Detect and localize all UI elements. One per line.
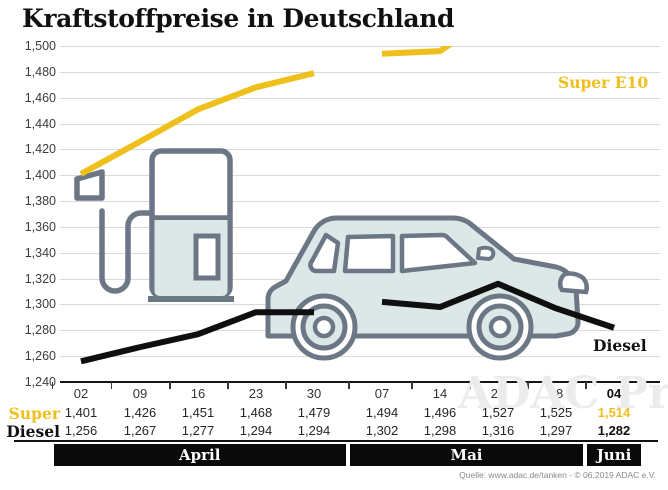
car-window-mid xyxy=(342,233,396,274)
y-axis-tick-label: 1,260 xyxy=(24,349,56,364)
x-axis: 02 09 16 23 30 07 14 21 28 04 xyxy=(51,382,660,404)
table-cell: 1,401 xyxy=(64,405,98,420)
fuel-pump-icon xyxy=(74,169,155,294)
car-window-front xyxy=(399,232,478,274)
x-axis-date-label: 02 xyxy=(73,386,89,401)
month-bar: April xyxy=(53,444,346,466)
table-cell: 1,426 xyxy=(123,405,157,420)
series-label-super: Super E10 xyxy=(558,73,649,92)
y-axis-tick-label: 1,360 xyxy=(24,219,56,234)
super-e10-line-segment-2 xyxy=(381,46,453,57)
x-axis-tick xyxy=(169,382,171,389)
gridline xyxy=(60,71,660,73)
x-axis-date-label: 23 xyxy=(248,386,264,401)
table-row-label-diesel: Diesel xyxy=(6,422,60,441)
car-mirror xyxy=(475,245,496,262)
y-axis-tick-label: 1,320 xyxy=(24,271,56,286)
month-label: April xyxy=(179,446,221,464)
table-cell: 1,468 xyxy=(239,405,273,420)
x-axis-tick xyxy=(527,382,529,389)
x-axis-date-label: 30 xyxy=(306,386,322,401)
page-title: Kraftstoffpreise in Deutschland xyxy=(22,4,455,33)
table-cell: 1,514 xyxy=(597,405,631,420)
table-cell: 1,316 xyxy=(481,423,515,438)
month-label: Juni xyxy=(596,446,632,464)
table-cell: 1,294 xyxy=(239,423,273,438)
table-cell: 1,525 xyxy=(539,405,573,420)
y-axis-tick-label: 1,460 xyxy=(24,90,56,105)
table-bottom-rule xyxy=(14,440,658,442)
diesel-line xyxy=(80,309,314,365)
table-row-label-super: Super xyxy=(8,404,60,423)
table-cell: 1,294 xyxy=(297,423,331,438)
table-cell: 1,297 xyxy=(539,423,573,438)
car-wheel-rear xyxy=(290,293,358,361)
y-axis-tick-label: 1,420 xyxy=(24,142,56,157)
plot-area: ADAC Presse 1,240 1,260 1,280 1,300 1,320 1,3… xyxy=(25,39,668,419)
gridline xyxy=(60,46,660,47)
x-axis-tick xyxy=(110,382,112,389)
month-bar: Mai xyxy=(350,444,583,466)
gridline xyxy=(60,201,660,203)
pump-display xyxy=(193,233,221,281)
month-label: Mai xyxy=(450,446,483,464)
x-axis-date-label: 04 xyxy=(606,386,622,401)
x-axis-date-label: 21 xyxy=(490,386,506,401)
table-cell: 1,267 xyxy=(123,423,157,438)
y-axis-tick-label: 1,400 xyxy=(24,168,56,183)
axis-baseline xyxy=(60,381,660,383)
data-table: Super Diesel 1,401 1,426 1,451 1,468 1,479 1,… xyxy=(0,404,668,442)
table-cell: 1,494 xyxy=(365,405,399,420)
y-axis-tick-label: 1,480 xyxy=(24,64,56,79)
y-axis-tick-label: 1,240 xyxy=(24,375,56,389)
gridline xyxy=(60,175,660,177)
y-axis-tick-label: 1,380 xyxy=(24,194,56,209)
x-axis-date-label: 28 xyxy=(548,386,564,401)
table-cell: 1,479 xyxy=(297,405,331,420)
gridline xyxy=(60,356,660,358)
table-cell: 1,451 xyxy=(181,405,215,420)
table-cell: 1,527 xyxy=(481,405,515,420)
pump-base xyxy=(148,296,234,302)
car-icon xyxy=(265,215,589,361)
table-cell: 1,298 xyxy=(423,423,457,438)
x-axis-tick xyxy=(285,382,287,389)
gridline xyxy=(60,123,660,125)
series-label-diesel: Diesel xyxy=(593,336,647,355)
x-axis-date-label: 16 xyxy=(190,386,206,401)
illustration-layer xyxy=(74,148,589,361)
x-axis-tick xyxy=(469,382,471,389)
x-axis-tick xyxy=(411,382,413,389)
x-axis-tick xyxy=(227,382,229,389)
gridline xyxy=(60,97,660,99)
y-axis-tick-label: 1,440 xyxy=(24,116,56,131)
car-headlight xyxy=(557,271,589,295)
car-window-rear xyxy=(308,232,341,274)
x-axis-date-label: 14 xyxy=(432,386,448,401)
table-cell: 1,282 xyxy=(597,423,631,438)
series-lines xyxy=(79,46,615,365)
source-note: Quelle: www.adac.de/tanken - © 06.2019 A… xyxy=(459,470,656,480)
table-cell: 1,496 xyxy=(423,405,457,420)
y-axis-tick-label: 1,280 xyxy=(24,323,56,338)
car-wheel-front xyxy=(466,293,534,361)
y-axis-tick-label: 1,300 xyxy=(24,297,56,312)
watermark: ADAC Presse xyxy=(458,368,668,419)
diesel-line-segment-2 xyxy=(381,280,615,331)
table-cell: 1,277 xyxy=(181,423,215,438)
x-axis-tick xyxy=(348,382,350,389)
x-axis-date-label: 09 xyxy=(132,386,148,401)
table-cell: 1,302 xyxy=(365,423,399,438)
x-axis-tick xyxy=(643,382,645,389)
month-bar: Juni xyxy=(587,444,641,466)
super-e10-line xyxy=(79,70,315,177)
x-axis-tick xyxy=(585,382,587,389)
y-axis-tick-label: 1,340 xyxy=(24,245,56,260)
y-axis-tick-label: 1,500 xyxy=(24,39,56,53)
x-axis-date-label: 07 xyxy=(374,386,390,401)
x-axis-tick xyxy=(51,382,53,389)
gridline xyxy=(60,149,660,151)
table-cell: 1,256 xyxy=(64,423,98,438)
